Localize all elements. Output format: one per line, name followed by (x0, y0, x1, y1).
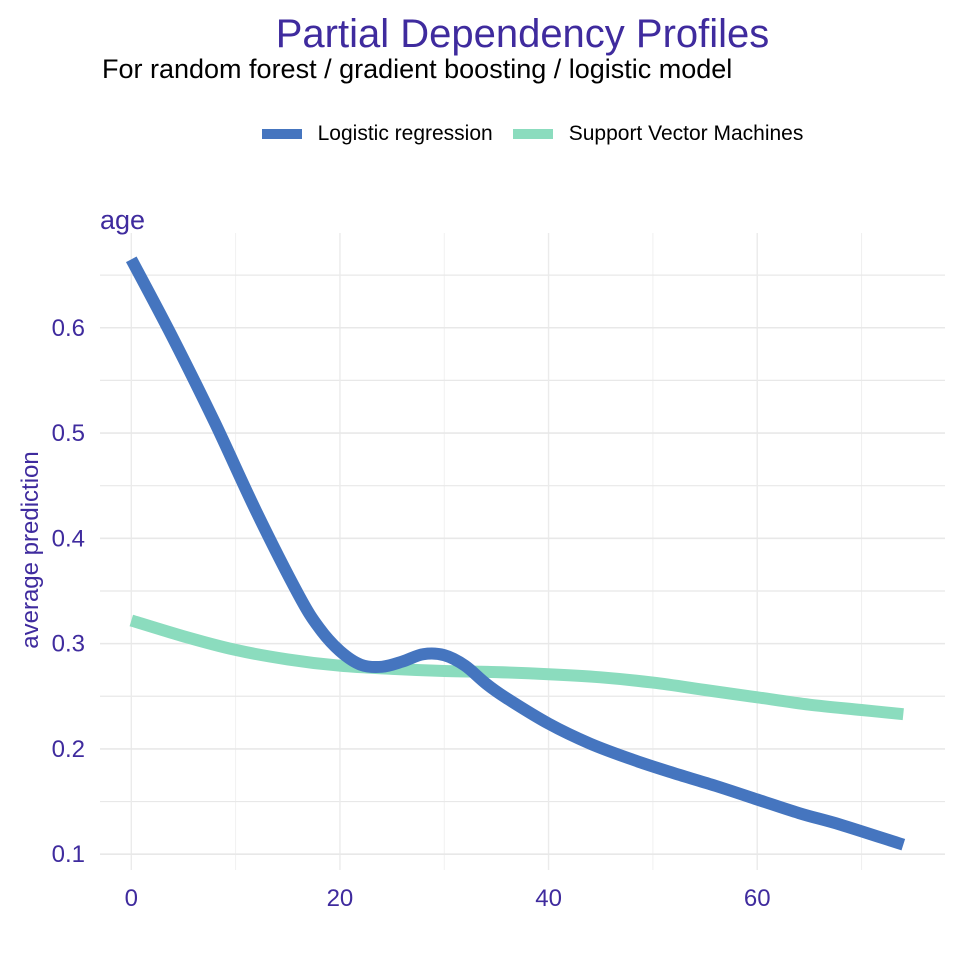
y-tick-label: 0.2 (52, 736, 85, 763)
y-tick-label: 0.6 (52, 315, 85, 342)
legend-label-logistic-regression: Logistic regression (317, 122, 493, 145)
chart-subtitle: For random forest / gradient boosting / … (102, 54, 733, 84)
panel-label: age (100, 205, 145, 235)
legend-item-support-vector-machines: Support Vector Machines (512, 122, 804, 146)
legend-key-logistic-regression (261, 129, 302, 139)
major-gridlines (100, 233, 945, 870)
series-line-logistic-regression (125, 256, 906, 851)
y-tick-label: 0.4 (52, 525, 85, 552)
legend-label-support-vector-machines: Support Vector Machines (568, 122, 804, 145)
y-axis-tick-labels: 0.1 0.2 0.3 0.4 0.5 0.6 (52, 315, 85, 868)
series-line-support-vector-machines (129, 614, 904, 721)
series-lines (125, 256, 906, 851)
chart-title: Partial Dependency Profiles (275, 12, 770, 56)
x-axis-tick-labels: 0 20 40 60 (125, 885, 771, 912)
x-tick-label: 60 (744, 885, 771, 912)
x-tick-label: 20 (327, 885, 354, 912)
legend-item-logistic-regression: Logistic regression (261, 122, 493, 146)
y-tick-label: 0.1 (52, 841, 85, 868)
y-tick-label: 0.5 (52, 420, 85, 447)
legend: Logistic regression Support Vector Machi… (0, 122, 960, 146)
legend-key-support-vector-machines (512, 129, 553, 139)
y-axis-label: average prediction (17, 451, 44, 648)
x-tick-label: 40 (535, 885, 562, 912)
x-tick-label: 0 (125, 885, 138, 912)
y-tick-label: 0.3 (52, 631, 85, 658)
